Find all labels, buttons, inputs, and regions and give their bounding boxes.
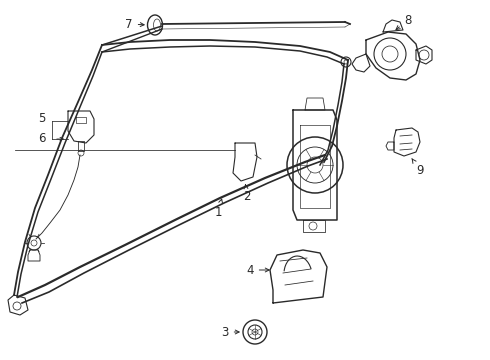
Text: 7: 7 — [125, 18, 144, 31]
Text: 1: 1 — [214, 199, 222, 219]
Text: 5: 5 — [38, 112, 46, 126]
Text: 8: 8 — [396, 13, 412, 30]
Text: 6: 6 — [38, 132, 46, 145]
Text: 2: 2 — [243, 185, 251, 203]
Text: 9: 9 — [412, 158, 424, 176]
Text: 4: 4 — [246, 264, 269, 276]
Text: 3: 3 — [221, 325, 239, 338]
